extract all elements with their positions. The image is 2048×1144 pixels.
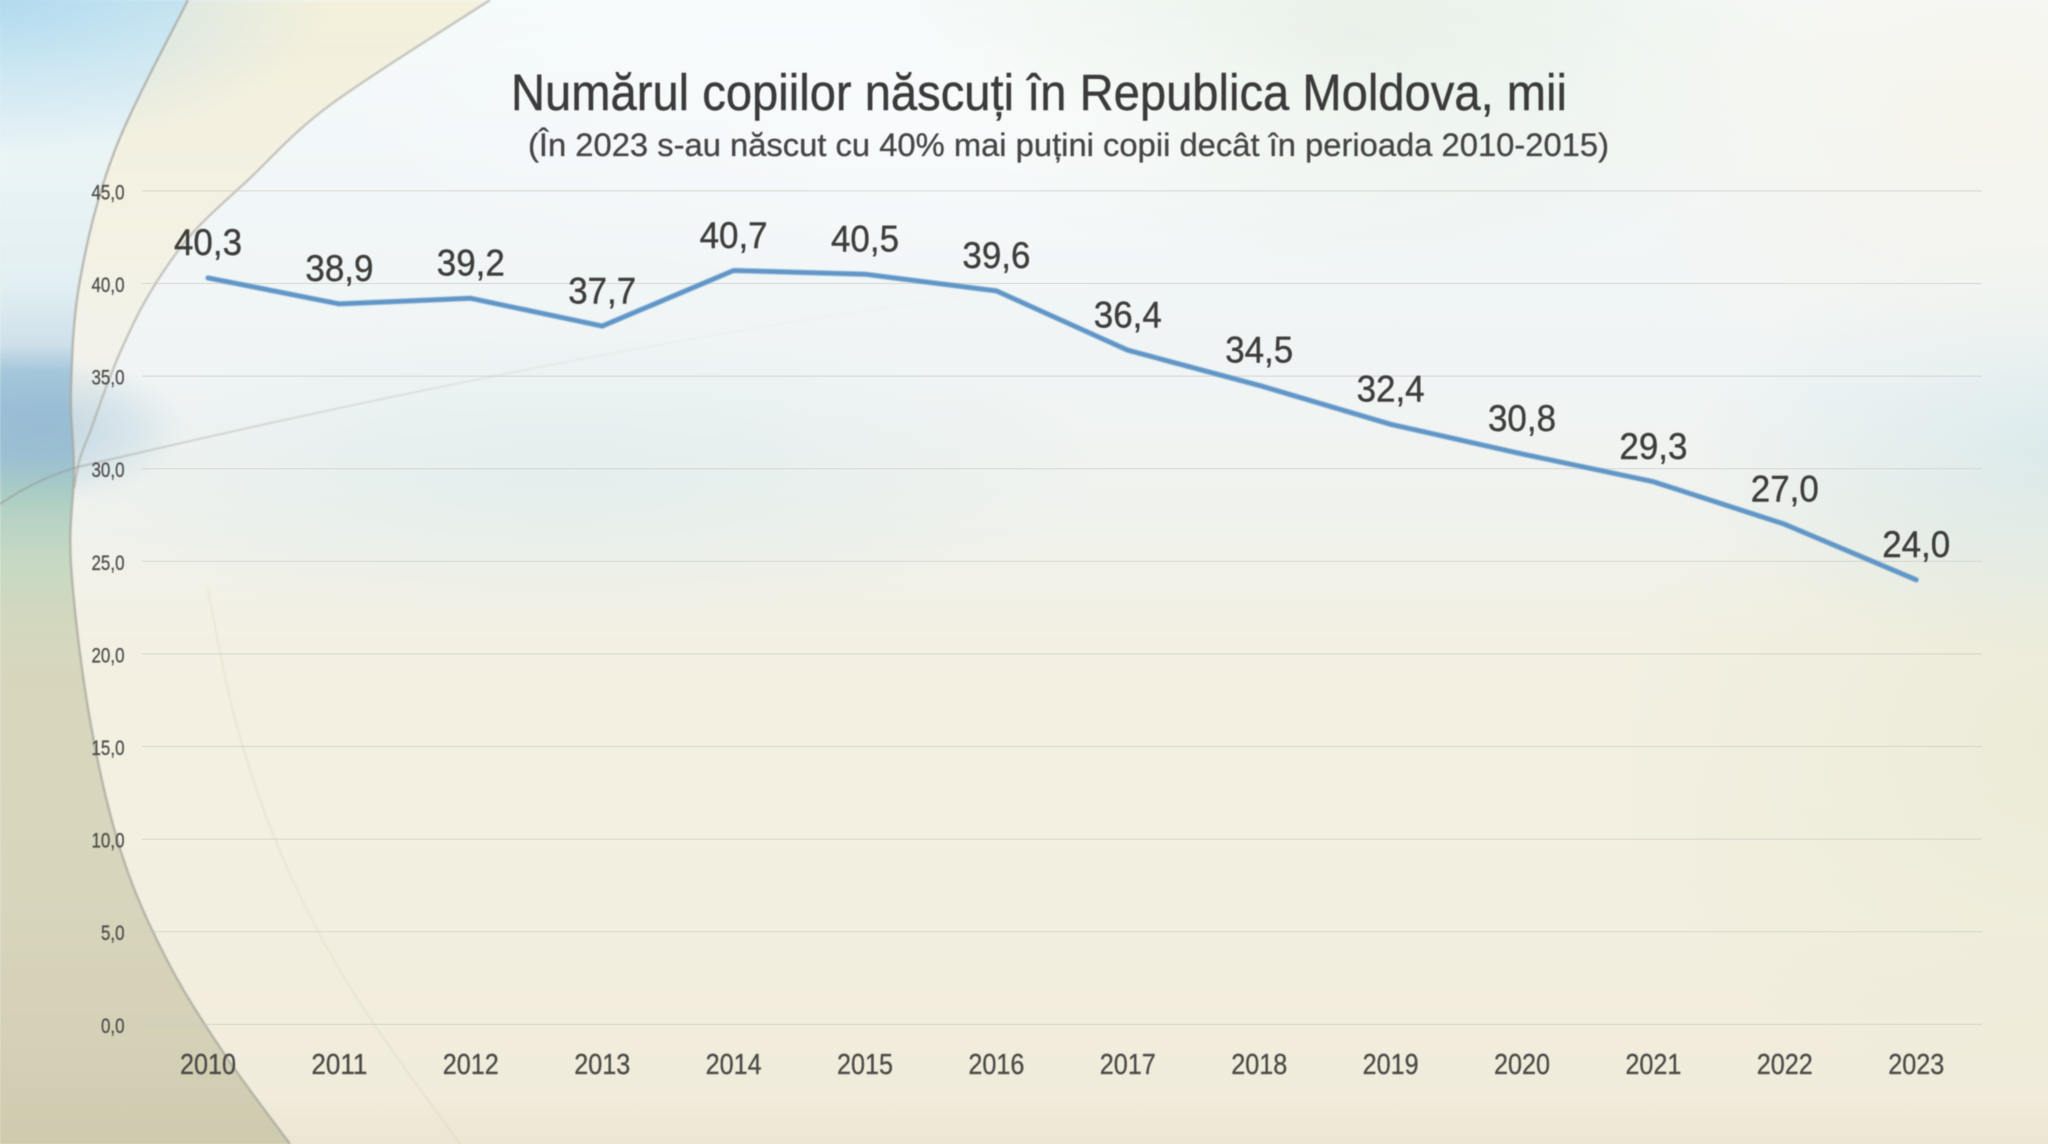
svg-text:2022: 2022 xyxy=(1757,1049,1813,1081)
svg-text:5,0: 5,0 xyxy=(101,922,125,945)
svg-text:39,6: 39,6 xyxy=(962,235,1030,276)
svg-text:37,7: 37,7 xyxy=(568,270,636,311)
svg-text:24,0: 24,0 xyxy=(1882,524,1950,565)
svg-text:2019: 2019 xyxy=(1363,1049,1419,1081)
svg-text:2012: 2012 xyxy=(443,1049,499,1081)
svg-text:2020: 2020 xyxy=(1494,1049,1550,1081)
svg-text:15,0: 15,0 xyxy=(92,737,125,760)
svg-text:40,0: 40,0 xyxy=(92,274,125,297)
svg-text:2023: 2023 xyxy=(1888,1049,1944,1081)
svg-text:10,0: 10,0 xyxy=(92,830,125,853)
svg-text:20,0: 20,0 xyxy=(92,644,125,667)
svg-text:2010: 2010 xyxy=(180,1049,236,1081)
svg-text:32,4: 32,4 xyxy=(1357,369,1425,410)
svg-text:2013: 2013 xyxy=(574,1049,630,1081)
svg-text:2021: 2021 xyxy=(1625,1049,1681,1081)
svg-text:38,9: 38,9 xyxy=(305,248,373,289)
svg-text:40,7: 40,7 xyxy=(700,215,768,256)
svg-text:45,0: 45,0 xyxy=(92,181,125,204)
svg-text:27,0: 27,0 xyxy=(1751,469,1819,510)
svg-text:2011: 2011 xyxy=(311,1049,367,1081)
svg-text:40,5: 40,5 xyxy=(831,219,899,260)
svg-text:29,3: 29,3 xyxy=(1619,426,1687,467)
svg-text:35,0: 35,0 xyxy=(92,367,125,390)
svg-text:25,0: 25,0 xyxy=(92,552,125,575)
svg-text:30,8: 30,8 xyxy=(1488,398,1556,439)
svg-text:2018: 2018 xyxy=(1231,1049,1287,1081)
svg-text:36,4: 36,4 xyxy=(1094,295,1162,336)
svg-text:(În 2023 s-au născut cu 40% ma: (În 2023 s-au născut cu 40% mai puțini c… xyxy=(528,127,1609,163)
svg-text:Numărul copiilor născuți în Re: Numărul copiilor născuți în Republica Mo… xyxy=(511,64,1567,121)
svg-text:2016: 2016 xyxy=(968,1049,1024,1081)
svg-text:39,2: 39,2 xyxy=(437,243,505,284)
svg-text:30,0: 30,0 xyxy=(92,459,125,482)
svg-text:34,5: 34,5 xyxy=(1225,330,1293,371)
svg-text:0,0: 0,0 xyxy=(101,1015,125,1038)
svg-text:2017: 2017 xyxy=(1100,1049,1156,1081)
svg-text:40,3: 40,3 xyxy=(174,222,242,263)
svg-text:2015: 2015 xyxy=(837,1049,893,1081)
svg-text:2014: 2014 xyxy=(706,1049,762,1081)
